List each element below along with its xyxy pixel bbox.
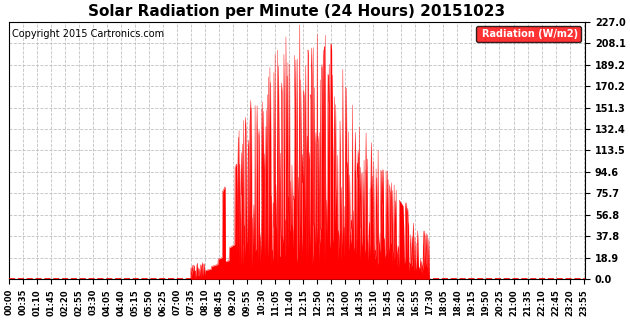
Legend: Radiation (W/m2): Radiation (W/m2) bbox=[476, 26, 581, 42]
Text: Copyright 2015 Cartronics.com: Copyright 2015 Cartronics.com bbox=[11, 29, 164, 39]
Title: Solar Radiation per Minute (24 Hours) 20151023: Solar Radiation per Minute (24 Hours) 20… bbox=[88, 4, 505, 19]
